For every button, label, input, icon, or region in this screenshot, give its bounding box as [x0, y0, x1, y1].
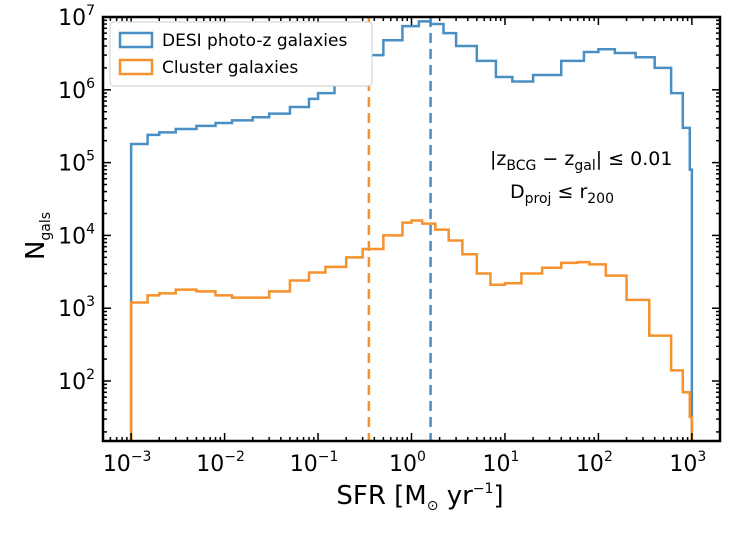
y-axis-ticks: 102 103 104 105 106 107 — [58, 3, 720, 433]
y-tick-label: 105 — [58, 149, 95, 177]
x-tick-label: 101 — [482, 449, 519, 477]
y-axis-label: Ngals — [21, 212, 54, 260]
plot-background — [103, 17, 720, 441]
y-tick-label: 106 — [58, 76, 95, 104]
x-tick-label: 10−2 — [196, 449, 245, 477]
x-tick-label: 10−3 — [103, 449, 152, 477]
legend-swatch-desi — [118, 31, 154, 49]
x-tick-label: 102 — [576, 449, 613, 477]
legend: DESI photo-z galaxies Cluster galaxies — [109, 21, 373, 87]
reference-lines — [367, 17, 432, 441]
plot-area — [103, 17, 720, 441]
legend-swatch-cluster — [118, 58, 154, 76]
series-cluster-histogram — [129, 219, 694, 441]
y-tick-label: 102 — [58, 367, 95, 395]
y-tick-label: 103 — [58, 294, 95, 322]
x-tick-label: 103 — [669, 449, 706, 477]
histogram-series — [129, 20, 694, 441]
series-desi-photo-z-histogram — [129, 20, 694, 441]
legend-label-cluster: Cluster galaxies — [162, 58, 298, 78]
x-axis-ticks: 10−3 10−2 10−1 100 101 102 103 — [102, 17, 721, 477]
legend-label-desi: DESI photo-z galaxies — [162, 31, 347, 51]
annotation-projected-distance: Dproj ≤ r200 — [510, 181, 614, 207]
legend-frame — [109, 21, 373, 87]
y-tick-label: 104 — [58, 221, 95, 249]
y-tick-label: 107 — [58, 3, 95, 31]
x-tick-label: 100 — [389, 449, 426, 477]
x-axis-label: SFR [M⊙ yr−1] — [336, 481, 503, 514]
annotation-redshift-cut: |zBCG − zgal| ≤ 0.01 — [490, 148, 672, 174]
x-tick-label: 10−1 — [290, 449, 339, 477]
